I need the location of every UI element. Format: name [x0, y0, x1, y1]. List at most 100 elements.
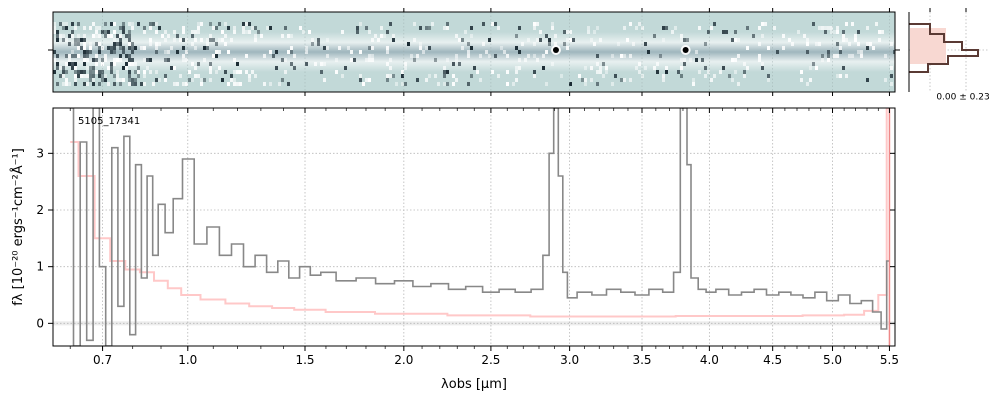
noise-pixel [437, 82, 440, 86]
noise-pixel [95, 70, 98, 74]
noise-pixel [104, 74, 107, 78]
noise-pixel [605, 70, 608, 74]
noise-pixel [92, 66, 95, 70]
noise-pixel [407, 42, 410, 46]
noise-pixel [773, 26, 776, 30]
noise-pixel [320, 62, 323, 66]
noise-pixel [284, 70, 287, 74]
x-tick-labels: 0.7 1.0 1.5 2.0 2.5 3.0 3.5 4.0 4.5 5.0 5.5 [93, 353, 899, 367]
x-tick-label: 2.5 [481, 353, 500, 367]
noise-pixel [272, 54, 275, 58]
noise-pixel [134, 78, 137, 82]
noise-pixel [452, 74, 455, 78]
noise-pixel [425, 46, 428, 50]
noise-pixel [59, 66, 62, 70]
noise-pixel [128, 62, 131, 66]
x-tick-label: 5.0 [823, 353, 842, 367]
noise-pixel [836, 74, 839, 78]
noise-pixel [368, 54, 371, 58]
noise-pixel [113, 50, 116, 54]
noise-pixel [119, 34, 122, 38]
noise-pixel [389, 74, 392, 78]
noise-pixel [59, 74, 62, 78]
noise-pixel [680, 66, 683, 70]
noise-pixel [254, 74, 257, 78]
noise-pixel [455, 54, 458, 58]
noise-pixel [56, 82, 59, 86]
noise-pixel [116, 70, 119, 74]
noise-pixel [125, 34, 128, 38]
y-tick-label: 1 [36, 260, 44, 274]
noise-pixel [596, 54, 599, 58]
noise-pixel [122, 66, 125, 70]
noise-pixel [92, 78, 95, 82]
noise-pixel [347, 46, 350, 50]
noise-pixel [134, 70, 137, 74]
histogram-label: 0.00 ± 0.23 [936, 93, 989, 103]
noise-pixel [620, 78, 623, 82]
noise-pixel [113, 82, 116, 86]
noise-pixel [596, 26, 599, 30]
noise-pixel [713, 22, 716, 26]
noise-pixel [56, 30, 59, 34]
noise-pixel [287, 50, 290, 54]
noise-pixel [365, 26, 368, 30]
noise-pixel [479, 54, 482, 58]
noise-pixel [761, 34, 764, 38]
noise-pixel [584, 66, 587, 70]
noise-pixel [308, 30, 311, 34]
noise-pixel [365, 78, 368, 82]
noise-pixel [104, 54, 107, 58]
noise-pixel [86, 74, 89, 78]
noise-pixel [128, 82, 131, 86]
noise-pixel [119, 26, 122, 30]
noise-pixel [551, 26, 554, 30]
noise-pixel [182, 30, 185, 34]
noise-pixel [506, 70, 509, 74]
noise-pixel [281, 58, 284, 62]
noise-pixel [446, 22, 449, 26]
noise-pixel [62, 22, 65, 26]
noise-pixel [539, 30, 542, 34]
noise-pixel [590, 78, 593, 82]
noise-histogram-panel: 0.00 ± 0.23 [908, 8, 990, 103]
noise-pixel [83, 54, 86, 58]
noise-pixel [122, 22, 125, 26]
noise-pixel [119, 42, 122, 46]
noise-pixel [548, 38, 551, 42]
noise-pixel [515, 70, 518, 74]
2d-spectrum-panel [52, 11, 896, 93]
noise-pixel [587, 26, 590, 30]
noise-pixel [248, 22, 251, 26]
noise-pixel [725, 30, 728, 34]
noise-pixel [131, 50, 134, 54]
noise-pixel [623, 54, 626, 58]
noise-pixel [833, 30, 836, 34]
noise-pixel [836, 30, 839, 34]
noise-pixel [566, 30, 569, 34]
noise-pixel [287, 34, 290, 38]
noise-pixel [656, 70, 659, 74]
noise-pixel [533, 70, 536, 74]
noise-pixel [62, 34, 65, 38]
noise-pixel [158, 78, 161, 82]
noise-pixel [518, 26, 521, 30]
noise-pixel [470, 74, 473, 78]
noise-pixel [83, 26, 86, 30]
noise-pixel [194, 46, 197, 50]
noise-pixel [77, 54, 80, 58]
noise-pixel [812, 62, 815, 66]
emission-knot [552, 47, 559, 53]
noise-pixel [533, 42, 536, 46]
noise-pixel [464, 30, 467, 34]
noise-pixel [212, 26, 215, 30]
noise-pixel [599, 70, 602, 74]
noise-pixel [74, 38, 77, 42]
noise-pixel [98, 26, 101, 30]
noise-pixel [386, 62, 389, 66]
noise-pixel [821, 54, 824, 58]
noise-pixel [110, 22, 113, 26]
noise-pixel [152, 22, 155, 26]
noise-pixel [56, 34, 59, 38]
noise-pixel [872, 46, 875, 50]
